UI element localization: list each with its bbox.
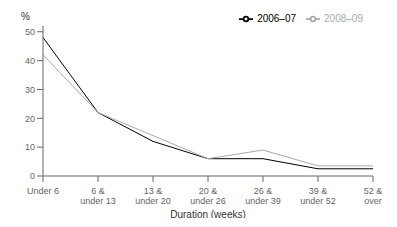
svg-text:20: 20: [25, 114, 35, 124]
svg-text:39 &under 52: 39 &under 52: [300, 186, 336, 206]
svg-text:Under 6: Under 6: [27, 186, 59, 196]
svg-text:50: 50: [25, 27, 35, 37]
svg-text:30: 30: [25, 85, 35, 95]
html-text:2008–09: 2008–09: [324, 12, 363, 24]
svg-text:6 &under 13: 6 &under 13: [80, 186, 116, 206]
svg-text:52 &over: 52 &over: [364, 186, 383, 206]
svg-text:Duration (weeks): Duration (weeks): [170, 209, 246, 218]
svg-text:20 &under 26: 20 &under 26: [190, 186, 226, 206]
svg-text:40: 40: [25, 56, 35, 66]
svg-text:13 &under 20: 13 &under 20: [135, 186, 171, 206]
html-text:2006–07: 2006–07: [257, 12, 297, 24]
svg-text:%: %: [21, 11, 30, 22]
svg-text:10: 10: [25, 142, 35, 152]
svg-text:0: 0: [30, 171, 35, 181]
svg-text:26 &under 39: 26 &under 39: [245, 186, 281, 206]
